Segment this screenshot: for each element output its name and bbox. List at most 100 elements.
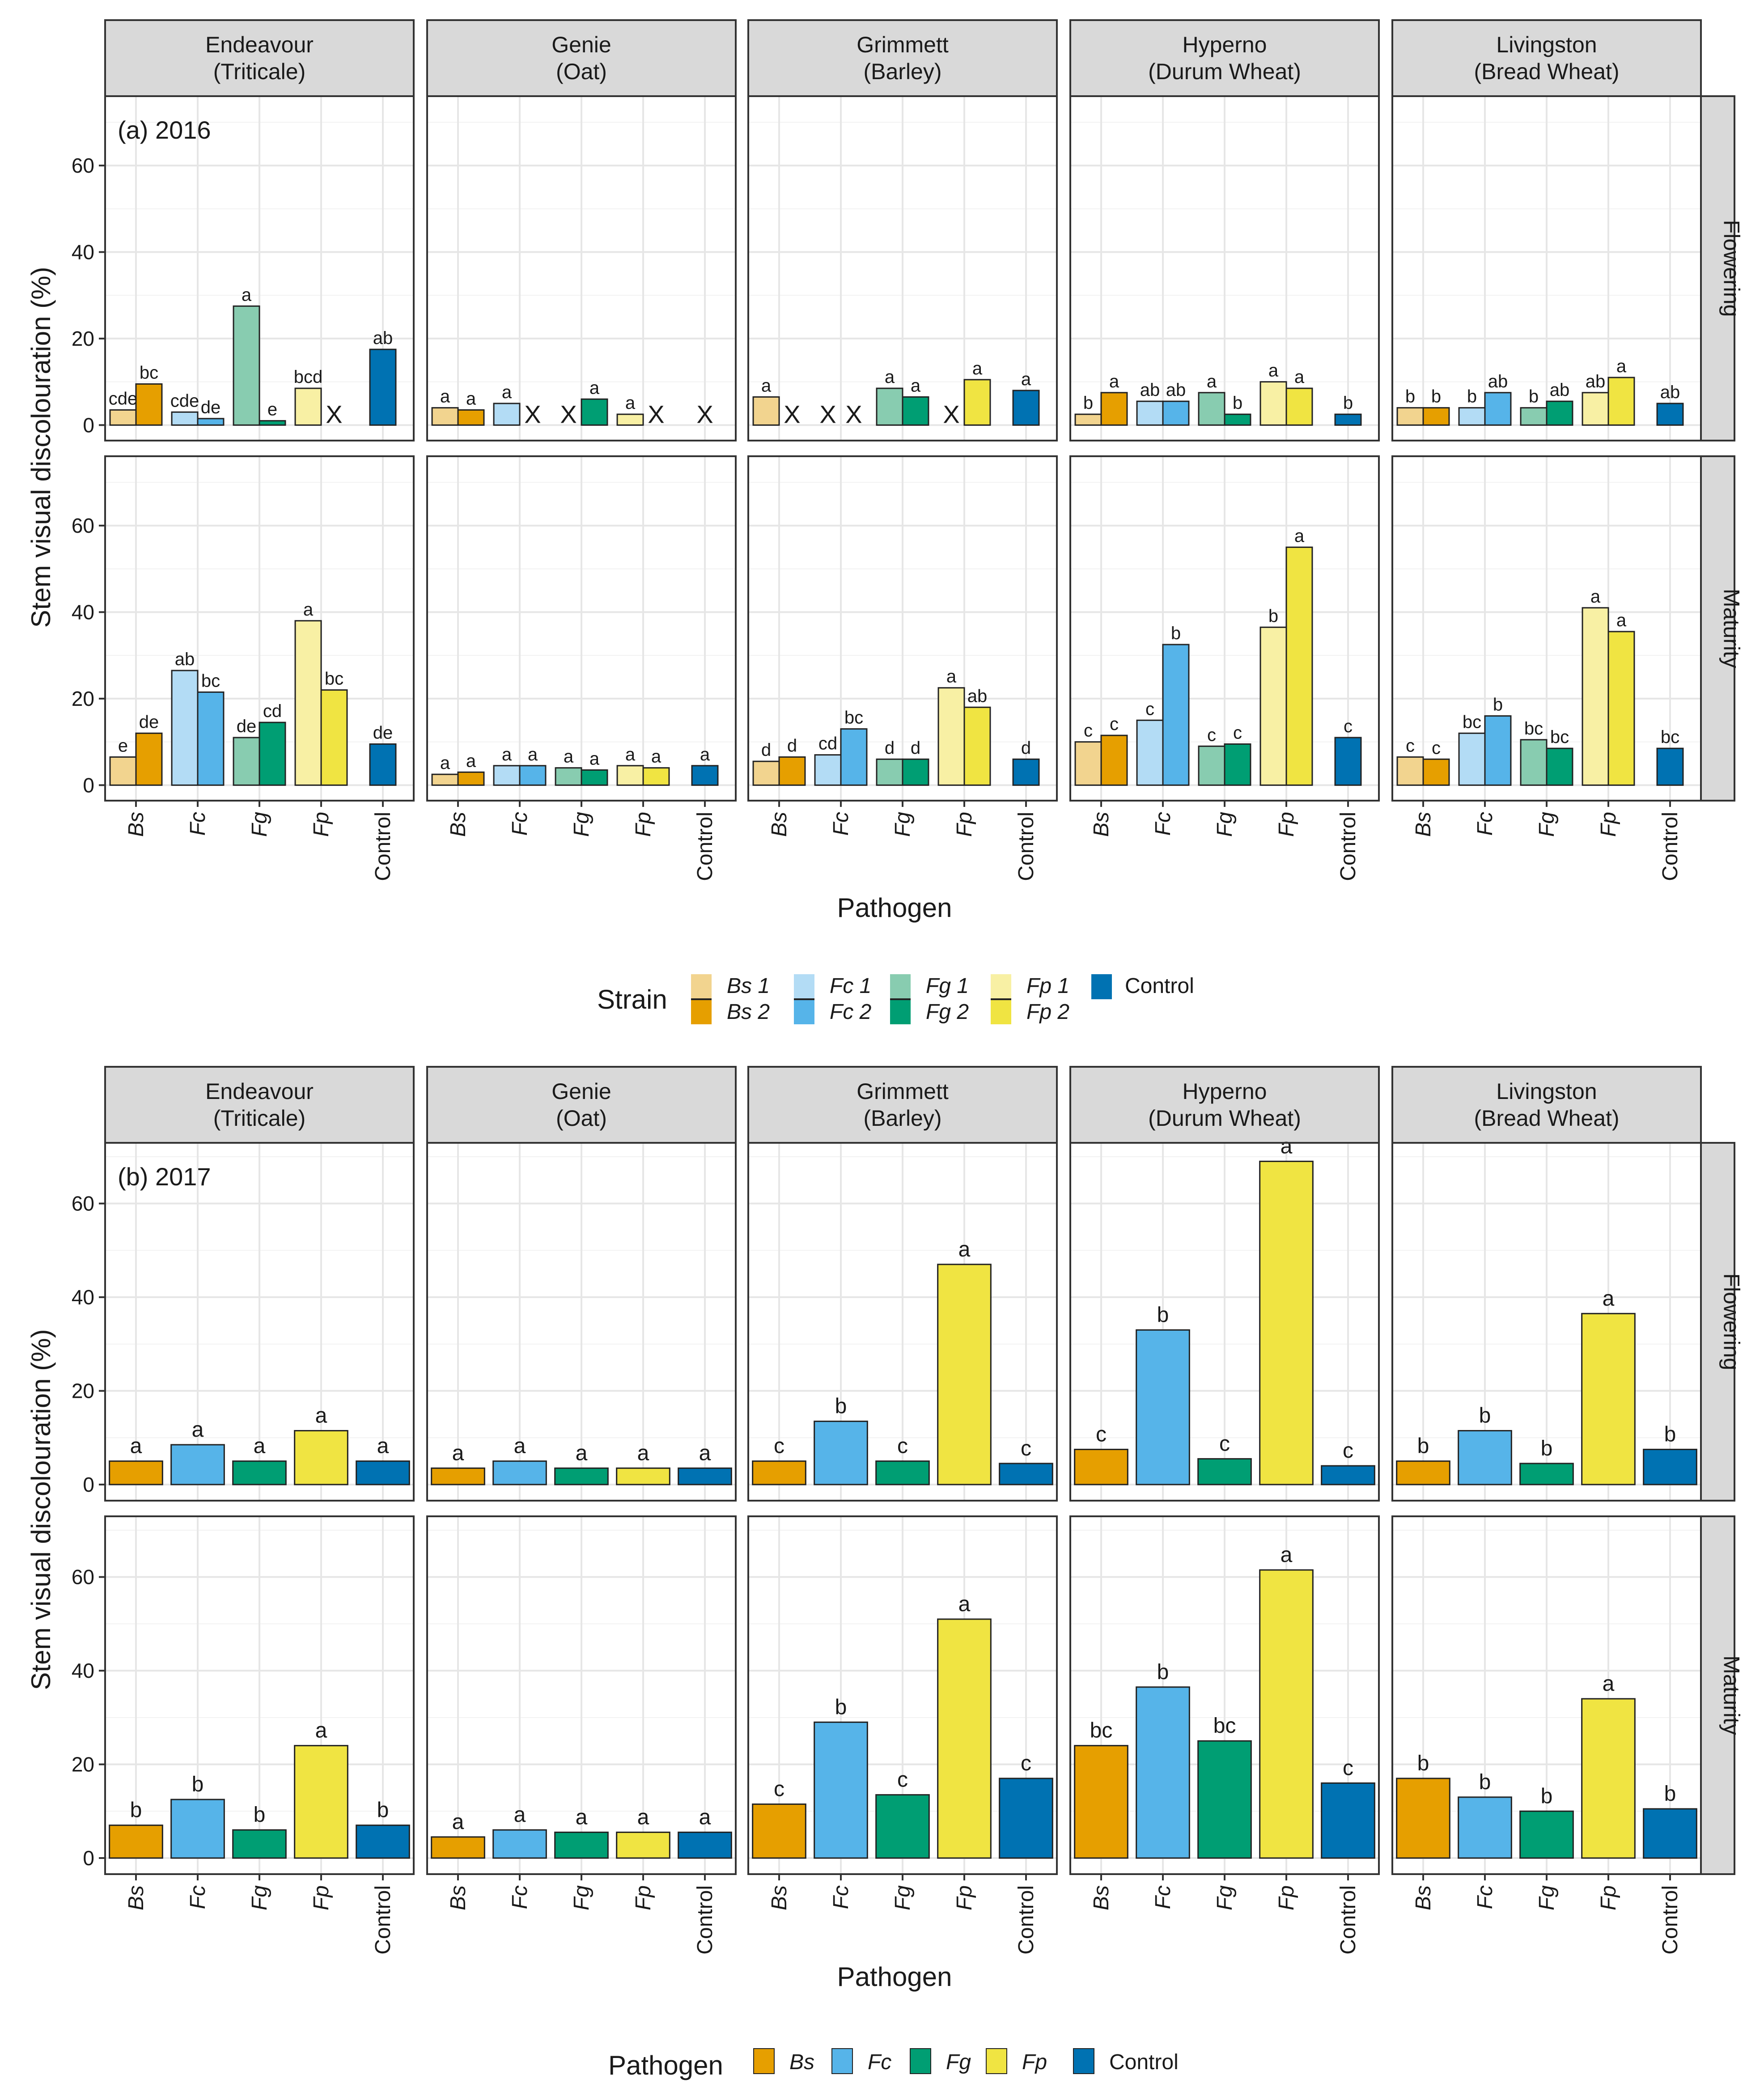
y-tick-label: 40 — [72, 600, 94, 624]
x-tick-label: Fc — [186, 812, 210, 836]
bar-letter: b — [377, 1799, 389, 1822]
bar-control — [356, 1824, 410, 1859]
bar-letter: a — [315, 1719, 327, 1743]
bar-letter: ab — [1550, 380, 1570, 400]
bar-letter: e — [118, 736, 128, 755]
y-tick-label: 40 — [72, 1659, 94, 1682]
bar-letter: d — [1021, 738, 1031, 758]
bar-letter: c — [1344, 717, 1353, 736]
legend-label: Fp 2 — [1026, 1000, 1069, 1024]
bar-fc-2 — [1484, 715, 1512, 786]
panel: c b c a c — [747, 1515, 1058, 1880]
bar-letter: a — [1109, 372, 1119, 391]
x-tick-label: Bs — [124, 812, 148, 837]
y-tick-label: 60 — [72, 1566, 94, 1589]
bar-letter: c — [1207, 725, 1216, 745]
x-tick-label: Control — [1014, 1885, 1038, 1955]
bar-letter: bc — [1524, 719, 1543, 738]
bar-control — [1656, 403, 1684, 426]
bar-letter: b — [1157, 1660, 1169, 1684]
bar-control — [1321, 1465, 1375, 1485]
facet-strip-col — [1391, 1066, 1702, 1144]
x-tick-label: Bs — [1090, 812, 1113, 837]
y-axis-title: Stem visual discolouration (%) — [26, 267, 56, 628]
legend-label: Fc 1 — [830, 974, 871, 998]
facet-strip-label: (Barley) — [863, 1106, 941, 1131]
x-tick-label: Fp — [632, 1885, 655, 1910]
panel: bc b bc a c — [1069, 1515, 1380, 1880]
bar-letter: a — [502, 382, 512, 402]
bar-control — [369, 743, 397, 786]
bar-letter: bc — [140, 363, 158, 382]
bar-letter: b — [1479, 1404, 1491, 1428]
x-tick-label: Fc — [829, 812, 853, 836]
bar-fc — [814, 1421, 868, 1485]
legend-label: Fg — [946, 2050, 971, 2074]
bar-fp-2 — [642, 767, 670, 786]
panel: a a aX Xaa X X — [426, 95, 737, 441]
bar-letter: ab — [1166, 380, 1186, 400]
x-tick-label: Fg — [891, 812, 915, 837]
panel: b b b a b 0 20 40 60 — [72, 1515, 415, 1880]
bar-letter: a — [130, 1434, 142, 1458]
bar-fp-2 — [320, 689, 348, 786]
bar-letter: a — [651, 747, 662, 767]
facet-strip-label: Genie — [551, 1079, 611, 1104]
bar-letter: d — [787, 736, 797, 755]
bar-bs-1 — [752, 396, 780, 426]
y-tick-label: 20 — [72, 327, 94, 350]
x-tick-label: Fg — [248, 812, 271, 837]
facet-strip-row — [1700, 1515, 1735, 1875]
bar-letter: ab — [1660, 382, 1680, 402]
bar-letter: bc — [844, 708, 863, 728]
bar-bs — [109, 1460, 163, 1485]
bar-fg — [1197, 1740, 1252, 1859]
bar-letter: b — [192, 1773, 204, 1796]
bar-letter: b — [1529, 387, 1539, 407]
x-tick-label: Fp — [953, 1885, 976, 1910]
bar-letter: bc — [1090, 1719, 1113, 1743]
facet-strip-label: (Durum Wheat) — [1148, 1106, 1301, 1131]
facet-strip-col — [104, 19, 415, 97]
facet-strip-col — [1069, 19, 1380, 97]
bar-letter: b — [835, 1695, 847, 1719]
bar-fp-1 — [1582, 607, 1609, 786]
missing-marker: X — [326, 400, 342, 428]
bar-letter: a — [514, 1803, 526, 1827]
bar-fp — [616, 1467, 670, 1485]
bar-fc — [1136, 1329, 1190, 1485]
bar-letter: a — [885, 367, 895, 387]
x-tick-label: Bs — [446, 812, 470, 837]
missing-marker: X — [648, 400, 664, 428]
y-tick-label: 20 — [72, 1753, 94, 1776]
legend-label: Bs — [789, 2050, 814, 2074]
bar-bs-2 — [135, 383, 163, 426]
bar-fg-2 — [1546, 747, 1573, 786]
bar-fc-1 — [493, 765, 521, 786]
bar-fp-1 — [294, 620, 322, 786]
panel-frame — [104, 95, 415, 441]
bar-control — [1334, 413, 1362, 426]
facet-strip-label: Endeavour — [205, 1079, 314, 1104]
x-tick-label: Fc — [508, 812, 532, 836]
bar-letter: bc — [201, 671, 220, 691]
bar-letter: de — [201, 398, 221, 417]
bar-letter: a — [1281, 1134, 1293, 1158]
x-tick-label: Fg — [891, 1885, 915, 1910]
x-tick-label: Control — [1658, 1885, 1682, 1955]
bar-fg-1 — [1520, 407, 1548, 426]
bar-fg-1 — [233, 305, 260, 426]
bar-letter: b — [1467, 387, 1477, 407]
panel-frame — [1391, 95, 1702, 441]
y-tick-label: 40 — [72, 240, 94, 263]
bar-letter: a — [440, 753, 450, 773]
bar-fp-2 — [963, 706, 991, 786]
bar-bs-1 — [431, 773, 459, 786]
bar-bs-2 — [1422, 758, 1450, 786]
bar-letter: c — [1406, 736, 1415, 755]
bar-letter: a — [1590, 587, 1601, 607]
panel-frame — [747, 1142, 1058, 1502]
bar-fp — [937, 1618, 992, 1859]
bar-fc — [1458, 1430, 1512, 1485]
